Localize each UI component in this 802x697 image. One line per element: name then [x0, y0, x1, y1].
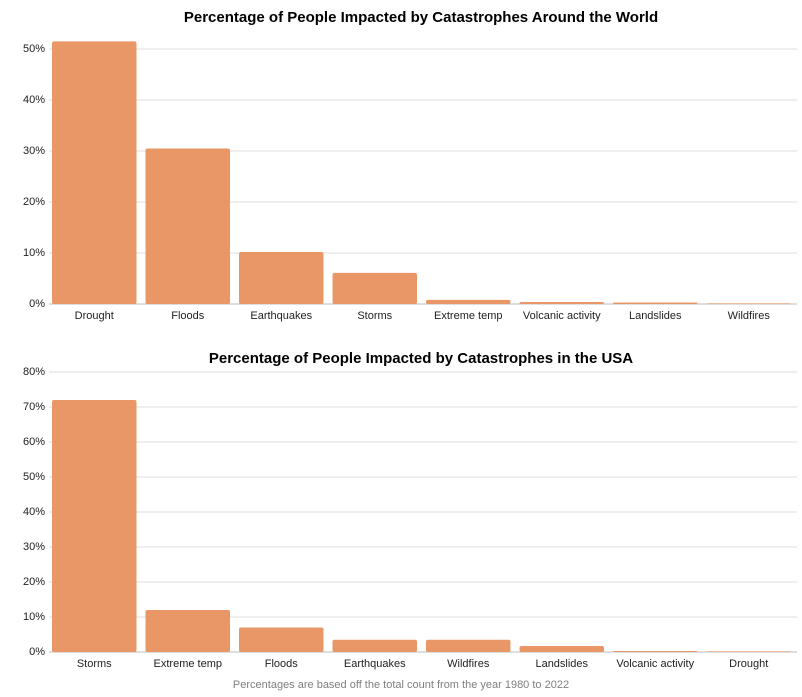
bar: [706, 651, 791, 652]
bar: [426, 639, 511, 652]
y-tick-label: 80%: [23, 366, 45, 378]
y-tick-label: 0%: [29, 298, 45, 310]
x-tick-label: Volcanic activity: [523, 310, 601, 322]
bar: [239, 251, 324, 304]
y-tick-label: 10%: [23, 611, 45, 623]
y-tick-label: 70%: [23, 401, 45, 413]
x-tick-label: Earthquakes: [344, 658, 406, 670]
x-tick-label: Wildfires: [447, 658, 490, 670]
usa-chart: Percentage of People Impacted by Catastr…: [23, 350, 797, 670]
x-tick-label: Landslides: [629, 310, 682, 322]
y-tick-label: 60%: [23, 436, 45, 448]
y-tick-label: 50%: [23, 471, 45, 483]
footnote: Percentages are based off the total coun…: [232, 679, 570, 691]
world-chart: Percentage of People Impacted by Catastr…: [23, 9, 797, 322]
x-tick-label: Floods: [265, 658, 299, 670]
x-tick-label: Storms: [357, 310, 392, 322]
y-tick-label: 20%: [23, 196, 45, 208]
chart-title: Percentage of People Impacted by Catastr…: [184, 9, 658, 26]
x-tick-label: Wildfires: [728, 310, 771, 322]
y-tick-label: 40%: [23, 506, 45, 518]
bar: [519, 301, 604, 304]
bar: [145, 610, 230, 652]
y-tick-label: 10%: [23, 247, 45, 259]
bar: [706, 303, 791, 304]
y-tick-label: 50%: [23, 43, 45, 55]
x-tick-label: Storms: [77, 658, 112, 670]
bar: [145, 148, 230, 304]
bar: [52, 41, 137, 304]
bar: [613, 302, 698, 304]
x-tick-label: Extreme temp: [154, 658, 222, 670]
x-tick-label: Landslides: [535, 658, 588, 670]
y-tick-label: 30%: [23, 145, 45, 157]
bar: [52, 400, 137, 652]
x-tick-label: Drought: [75, 310, 114, 322]
bar: [332, 639, 417, 652]
y-tick-label: 40%: [23, 94, 45, 106]
x-tick-label: Volcanic activity: [616, 658, 694, 670]
chart-title: Percentage of People Impacted by Catastr…: [209, 350, 633, 367]
x-tick-label: Earthquakes: [250, 310, 312, 322]
bar: [426, 299, 511, 304]
bar: [519, 646, 604, 652]
bar: [239, 627, 324, 652]
x-tick-label: Floods: [171, 310, 205, 322]
bar: [332, 272, 417, 304]
bar-charts: Percentage of People Impacted by Catastr…: [23, 9, 797, 670]
x-tick-label: Extreme temp: [434, 310, 502, 322]
bar: [613, 650, 698, 652]
y-tick-label: 20%: [23, 576, 45, 588]
x-tick-label: Drought: [729, 658, 768, 670]
y-tick-label: 30%: [23, 541, 45, 553]
y-tick-label: 0%: [29, 646, 45, 658]
